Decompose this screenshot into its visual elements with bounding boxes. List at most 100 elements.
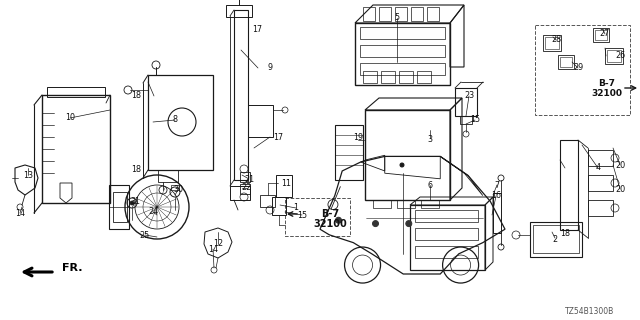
- Text: 14: 14: [15, 209, 25, 218]
- Text: 18: 18: [131, 165, 141, 174]
- Text: 1: 1: [294, 204, 298, 212]
- Circle shape: [400, 163, 404, 167]
- Bar: [113, 192, 127, 222]
- Bar: [171, 185, 179, 190]
- Bar: [421, 200, 439, 208]
- Text: 31: 31: [130, 197, 140, 206]
- Bar: [355, 23, 450, 85]
- Bar: [360, 45, 445, 57]
- Text: 19: 19: [353, 133, 363, 142]
- Text: TZ54B1300B: TZ54B1300B: [565, 308, 614, 316]
- Text: 13: 13: [23, 171, 33, 180]
- Bar: [605, 48, 623, 64]
- Bar: [415, 210, 478, 222]
- Bar: [230, 186, 250, 200]
- Bar: [427, 7, 439, 21]
- Bar: [493, 193, 501, 233]
- Bar: [365, 110, 450, 200]
- Text: FR.: FR.: [62, 263, 83, 273]
- Bar: [373, 200, 391, 208]
- Bar: [397, 200, 415, 208]
- Text: 8: 8: [173, 116, 177, 124]
- Text: 4: 4: [595, 164, 600, 172]
- Bar: [395, 7, 407, 21]
- Text: 11: 11: [281, 179, 291, 188]
- Bar: [593, 28, 609, 42]
- Bar: [415, 246, 478, 258]
- Text: 26: 26: [615, 52, 625, 60]
- Bar: [560, 140, 578, 230]
- Bar: [588, 150, 613, 166]
- Text: 20: 20: [615, 185, 625, 194]
- Text: 2: 2: [552, 235, 557, 244]
- Bar: [545, 37, 559, 49]
- Text: 18: 18: [560, 229, 570, 238]
- Text: 29: 29: [573, 63, 583, 73]
- Text: 14: 14: [208, 244, 218, 253]
- Bar: [276, 175, 292, 197]
- Text: 20: 20: [615, 161, 625, 170]
- Bar: [535, 25, 630, 115]
- Text: 7: 7: [495, 180, 500, 189]
- Text: 22: 22: [242, 183, 252, 193]
- Text: 12: 12: [213, 239, 223, 249]
- Bar: [260, 195, 275, 207]
- Text: 16: 16: [491, 191, 501, 201]
- Text: 27: 27: [600, 29, 610, 38]
- Circle shape: [335, 217, 342, 223]
- Text: 10: 10: [65, 114, 75, 123]
- Text: 23: 23: [464, 91, 474, 100]
- Bar: [158, 170, 178, 182]
- Bar: [240, 172, 250, 182]
- Text: 32100: 32100: [591, 89, 623, 98]
- Bar: [399, 71, 413, 83]
- Text: 25: 25: [140, 230, 150, 239]
- Bar: [588, 175, 613, 191]
- Text: 15: 15: [470, 116, 480, 124]
- Bar: [533, 225, 579, 253]
- Text: 24: 24: [148, 207, 158, 217]
- Circle shape: [406, 220, 412, 227]
- Bar: [607, 50, 621, 62]
- Bar: [558, 55, 574, 69]
- Text: 3: 3: [428, 135, 433, 145]
- Text: 9: 9: [268, 63, 273, 73]
- Bar: [455, 88, 477, 116]
- Bar: [379, 7, 391, 21]
- Bar: [595, 30, 607, 40]
- Bar: [240, 184, 250, 194]
- Bar: [417, 71, 431, 83]
- Text: 28: 28: [551, 36, 561, 44]
- Text: 15: 15: [297, 211, 307, 220]
- Bar: [588, 200, 613, 216]
- Text: 30: 30: [173, 186, 183, 195]
- Bar: [272, 197, 286, 215]
- Text: 5: 5: [394, 13, 399, 22]
- Bar: [415, 228, 478, 240]
- Bar: [411, 7, 423, 21]
- Circle shape: [372, 220, 378, 227]
- Bar: [460, 116, 472, 124]
- Bar: [109, 185, 129, 229]
- Text: 17: 17: [273, 132, 283, 141]
- Bar: [530, 222, 582, 257]
- Bar: [335, 125, 363, 180]
- Bar: [381, 71, 395, 83]
- Text: 32100: 32100: [313, 219, 347, 229]
- Bar: [363, 7, 375, 21]
- Bar: [560, 57, 572, 67]
- Bar: [42, 95, 110, 203]
- Bar: [360, 63, 445, 75]
- Bar: [410, 205, 485, 270]
- Bar: [47, 87, 105, 97]
- Circle shape: [130, 201, 134, 205]
- Bar: [148, 75, 213, 170]
- Bar: [363, 71, 377, 83]
- Bar: [226, 5, 252, 17]
- Text: B-7: B-7: [598, 78, 616, 87]
- Bar: [360, 27, 445, 39]
- Bar: [285, 198, 350, 236]
- Text: B-7: B-7: [321, 209, 339, 219]
- Text: 21: 21: [244, 174, 254, 183]
- Bar: [248, 105, 273, 137]
